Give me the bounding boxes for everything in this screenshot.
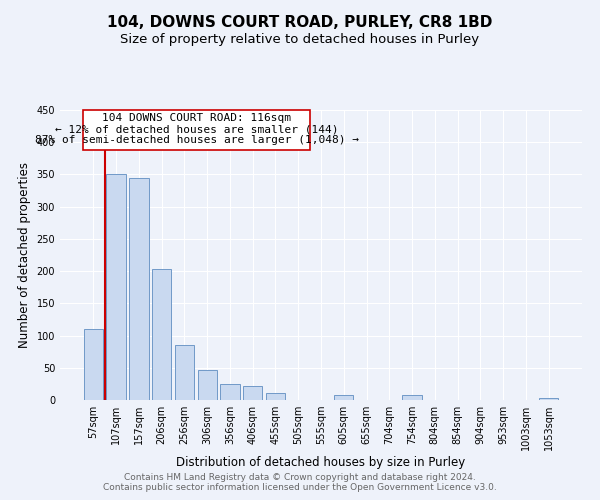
Text: 104, DOWNS COURT ROAD, PURLEY, CR8 1BD: 104, DOWNS COURT ROAD, PURLEY, CR8 1BD — [107, 15, 493, 30]
Text: Contains HM Land Registry data © Crown copyright and database right 2024.: Contains HM Land Registry data © Crown c… — [124, 474, 476, 482]
Text: 104 DOWNS COURT ROAD: 116sqm: 104 DOWNS COURT ROAD: 116sqm — [102, 113, 291, 123]
Bar — [106, 174, 126, 400]
Bar — [266, 393, 285, 400]
Text: 87% of semi-detached houses are larger (1,048) →: 87% of semi-detached houses are larger (… — [35, 135, 359, 145]
Bar — [129, 178, 149, 400]
Y-axis label: Number of detached properties: Number of detached properties — [18, 162, 31, 348]
Bar — [539, 398, 558, 400]
Text: Contains public sector information licensed under the Open Government Licence v3: Contains public sector information licen… — [103, 484, 497, 492]
Text: Size of property relative to detached houses in Purley: Size of property relative to detached ho… — [121, 32, 479, 46]
Bar — [243, 386, 262, 400]
Bar — [152, 269, 172, 400]
Bar — [175, 345, 194, 400]
Text: ← 12% of detached houses are smaller (144): ← 12% of detached houses are smaller (14… — [55, 124, 338, 134]
Bar — [84, 329, 103, 400]
Bar — [334, 395, 353, 400]
Bar — [220, 384, 239, 400]
FancyBboxPatch shape — [83, 110, 310, 150]
Bar — [403, 396, 422, 400]
X-axis label: Distribution of detached houses by size in Purley: Distribution of detached houses by size … — [176, 456, 466, 469]
Bar — [197, 370, 217, 400]
